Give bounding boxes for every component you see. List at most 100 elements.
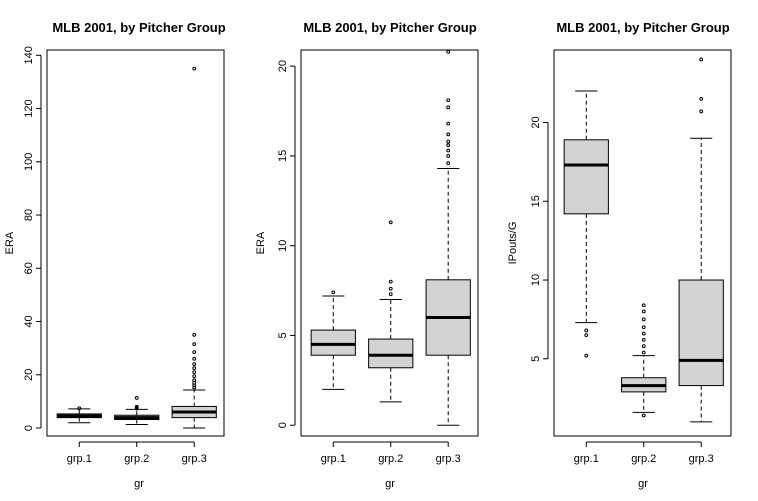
x-tick-label: grp.1 xyxy=(67,453,92,465)
panel-2-x-axis-label: gr xyxy=(385,478,395,490)
panel-3-x-axis-label: gr xyxy=(638,478,648,490)
outlier-point xyxy=(134,404,139,409)
outlier-point xyxy=(641,303,646,308)
panel-3-x-axis: grp.1 grp.2 grp.3 xyxy=(574,441,714,465)
iqr-box xyxy=(368,338,414,369)
box-grp.1 xyxy=(56,406,102,424)
outlier-point xyxy=(641,325,646,330)
box-grp.2 xyxy=(621,303,667,418)
outlier-point xyxy=(446,121,451,126)
outlier-point xyxy=(446,143,451,148)
outlier-point xyxy=(192,366,197,371)
outlier-point xyxy=(388,286,393,291)
y-tick-label: 10 xyxy=(277,240,289,252)
panel-3-boxes xyxy=(563,57,724,423)
box-grp.1 xyxy=(563,90,609,358)
panel-1-plot-frame xyxy=(46,49,225,437)
y-tick-label: 10 xyxy=(530,274,542,286)
outlier-point xyxy=(699,57,704,62)
outlier-point xyxy=(641,350,646,355)
iqr-box xyxy=(563,139,609,215)
outlier-point xyxy=(192,342,197,347)
y-tick-label: 5 xyxy=(530,356,542,362)
outlier-point xyxy=(331,290,336,295)
outlier-point xyxy=(641,331,646,336)
iqr-box xyxy=(310,329,356,356)
panel-3-title: MLB 2001, by Pitcher Group xyxy=(556,20,729,35)
outlier-point xyxy=(134,396,139,400)
x-tick-label: grp.3 xyxy=(689,453,714,465)
x-tick-label: grp.2 xyxy=(631,453,656,465)
x-tick-label: grp.2 xyxy=(378,453,403,465)
panel-3-y-axis-label: IPouts/G xyxy=(507,222,519,265)
outlier-point xyxy=(446,161,451,166)
outlier-point xyxy=(77,406,82,411)
outlier-point xyxy=(388,279,393,284)
y-tick-label: 15 xyxy=(530,195,542,207)
outlier-point xyxy=(641,337,646,342)
outlier-point xyxy=(446,49,451,54)
y-tick-label: 120 xyxy=(23,99,35,117)
box-grp.3 xyxy=(425,49,471,426)
y-tick-label: 20 xyxy=(23,369,35,381)
box-grp.2 xyxy=(368,220,414,403)
panel-2-title: MLB 2001, by Pitcher Group xyxy=(303,20,476,35)
y-tick-label: 80 xyxy=(23,209,35,221)
panel-2-plot-frame xyxy=(300,49,479,437)
outlier-point xyxy=(192,378,197,382)
y-tick-label: 20 xyxy=(277,60,289,72)
y-tick-label: 40 xyxy=(23,315,35,327)
y-tick-label: 100 xyxy=(23,153,35,171)
y-tick-label: 20 xyxy=(530,116,542,128)
box-grp.1 xyxy=(310,290,356,390)
outlier-point xyxy=(699,96,704,101)
box-grp.2 xyxy=(114,396,160,426)
x-tick-label: grp.1 xyxy=(574,453,599,465)
panel-3: MLB 2001, by Pitcher Group gr IPouts/G 5… xyxy=(507,20,732,490)
outlier-point xyxy=(446,105,451,110)
panel-1-y-axis: 0 20 40 60 80 100 120 140 xyxy=(23,46,42,431)
outlier-point xyxy=(446,148,451,153)
y-tick-label: 0 xyxy=(277,422,289,428)
panel-1: MLB 2001, by Pitcher Group gr ERA 0 20 40 6… xyxy=(4,20,226,490)
box-grp.3 xyxy=(171,66,217,429)
outlier-point xyxy=(446,132,451,137)
y-tick-label: 15 xyxy=(277,150,289,162)
outlier-point xyxy=(192,385,197,390)
outlier-point xyxy=(192,370,197,375)
panel-1-x-axis: grp.1 grp.2 grp.3 xyxy=(67,441,207,465)
outlier-point xyxy=(388,292,393,297)
panel-2-x-axis: grp.1 grp.2 grp.3 xyxy=(321,441,461,465)
outlier-point xyxy=(641,344,646,349)
panel-1-y-axis-label: ERA xyxy=(4,231,16,254)
y-tick-label: 5 xyxy=(277,332,289,338)
y-tick-label: 60 xyxy=(23,262,35,274)
x-tick-label: grp.3 xyxy=(436,453,461,465)
panel-1-x-axis-label: gr xyxy=(134,478,144,490)
outlier-point xyxy=(584,328,589,333)
box-grp.3 xyxy=(678,57,724,423)
outlier-point xyxy=(388,220,393,225)
x-tick-label: grp.2 xyxy=(124,453,149,465)
panel-1-title: MLB 2001, by Pitcher Group xyxy=(52,20,225,35)
panel-2-y-axis: 0 5 10 15 20 xyxy=(277,60,296,428)
panel-2: MLB 2001, by Pitcher Group gr ERA 0 5 10 15… xyxy=(255,20,479,490)
outlier-point xyxy=(192,350,197,355)
outlier-point xyxy=(192,362,197,367)
outlier-point xyxy=(192,66,197,71)
outlier-point xyxy=(641,413,646,418)
outlier-point xyxy=(641,317,646,322)
panel-2-boxes xyxy=(310,49,471,426)
panel-1-boxes xyxy=(56,66,217,429)
outlier-point xyxy=(446,98,451,103)
y-tick-label: 0 xyxy=(23,425,35,431)
outlier-point xyxy=(192,332,197,337)
outlier-point xyxy=(584,353,589,358)
outlier-point xyxy=(699,109,704,114)
outlier-point xyxy=(192,356,197,361)
x-tick-label: grp.1 xyxy=(321,453,346,465)
outlier-point xyxy=(192,374,197,379)
panel-3-y-axis: 5 10 15 20 xyxy=(530,116,549,362)
